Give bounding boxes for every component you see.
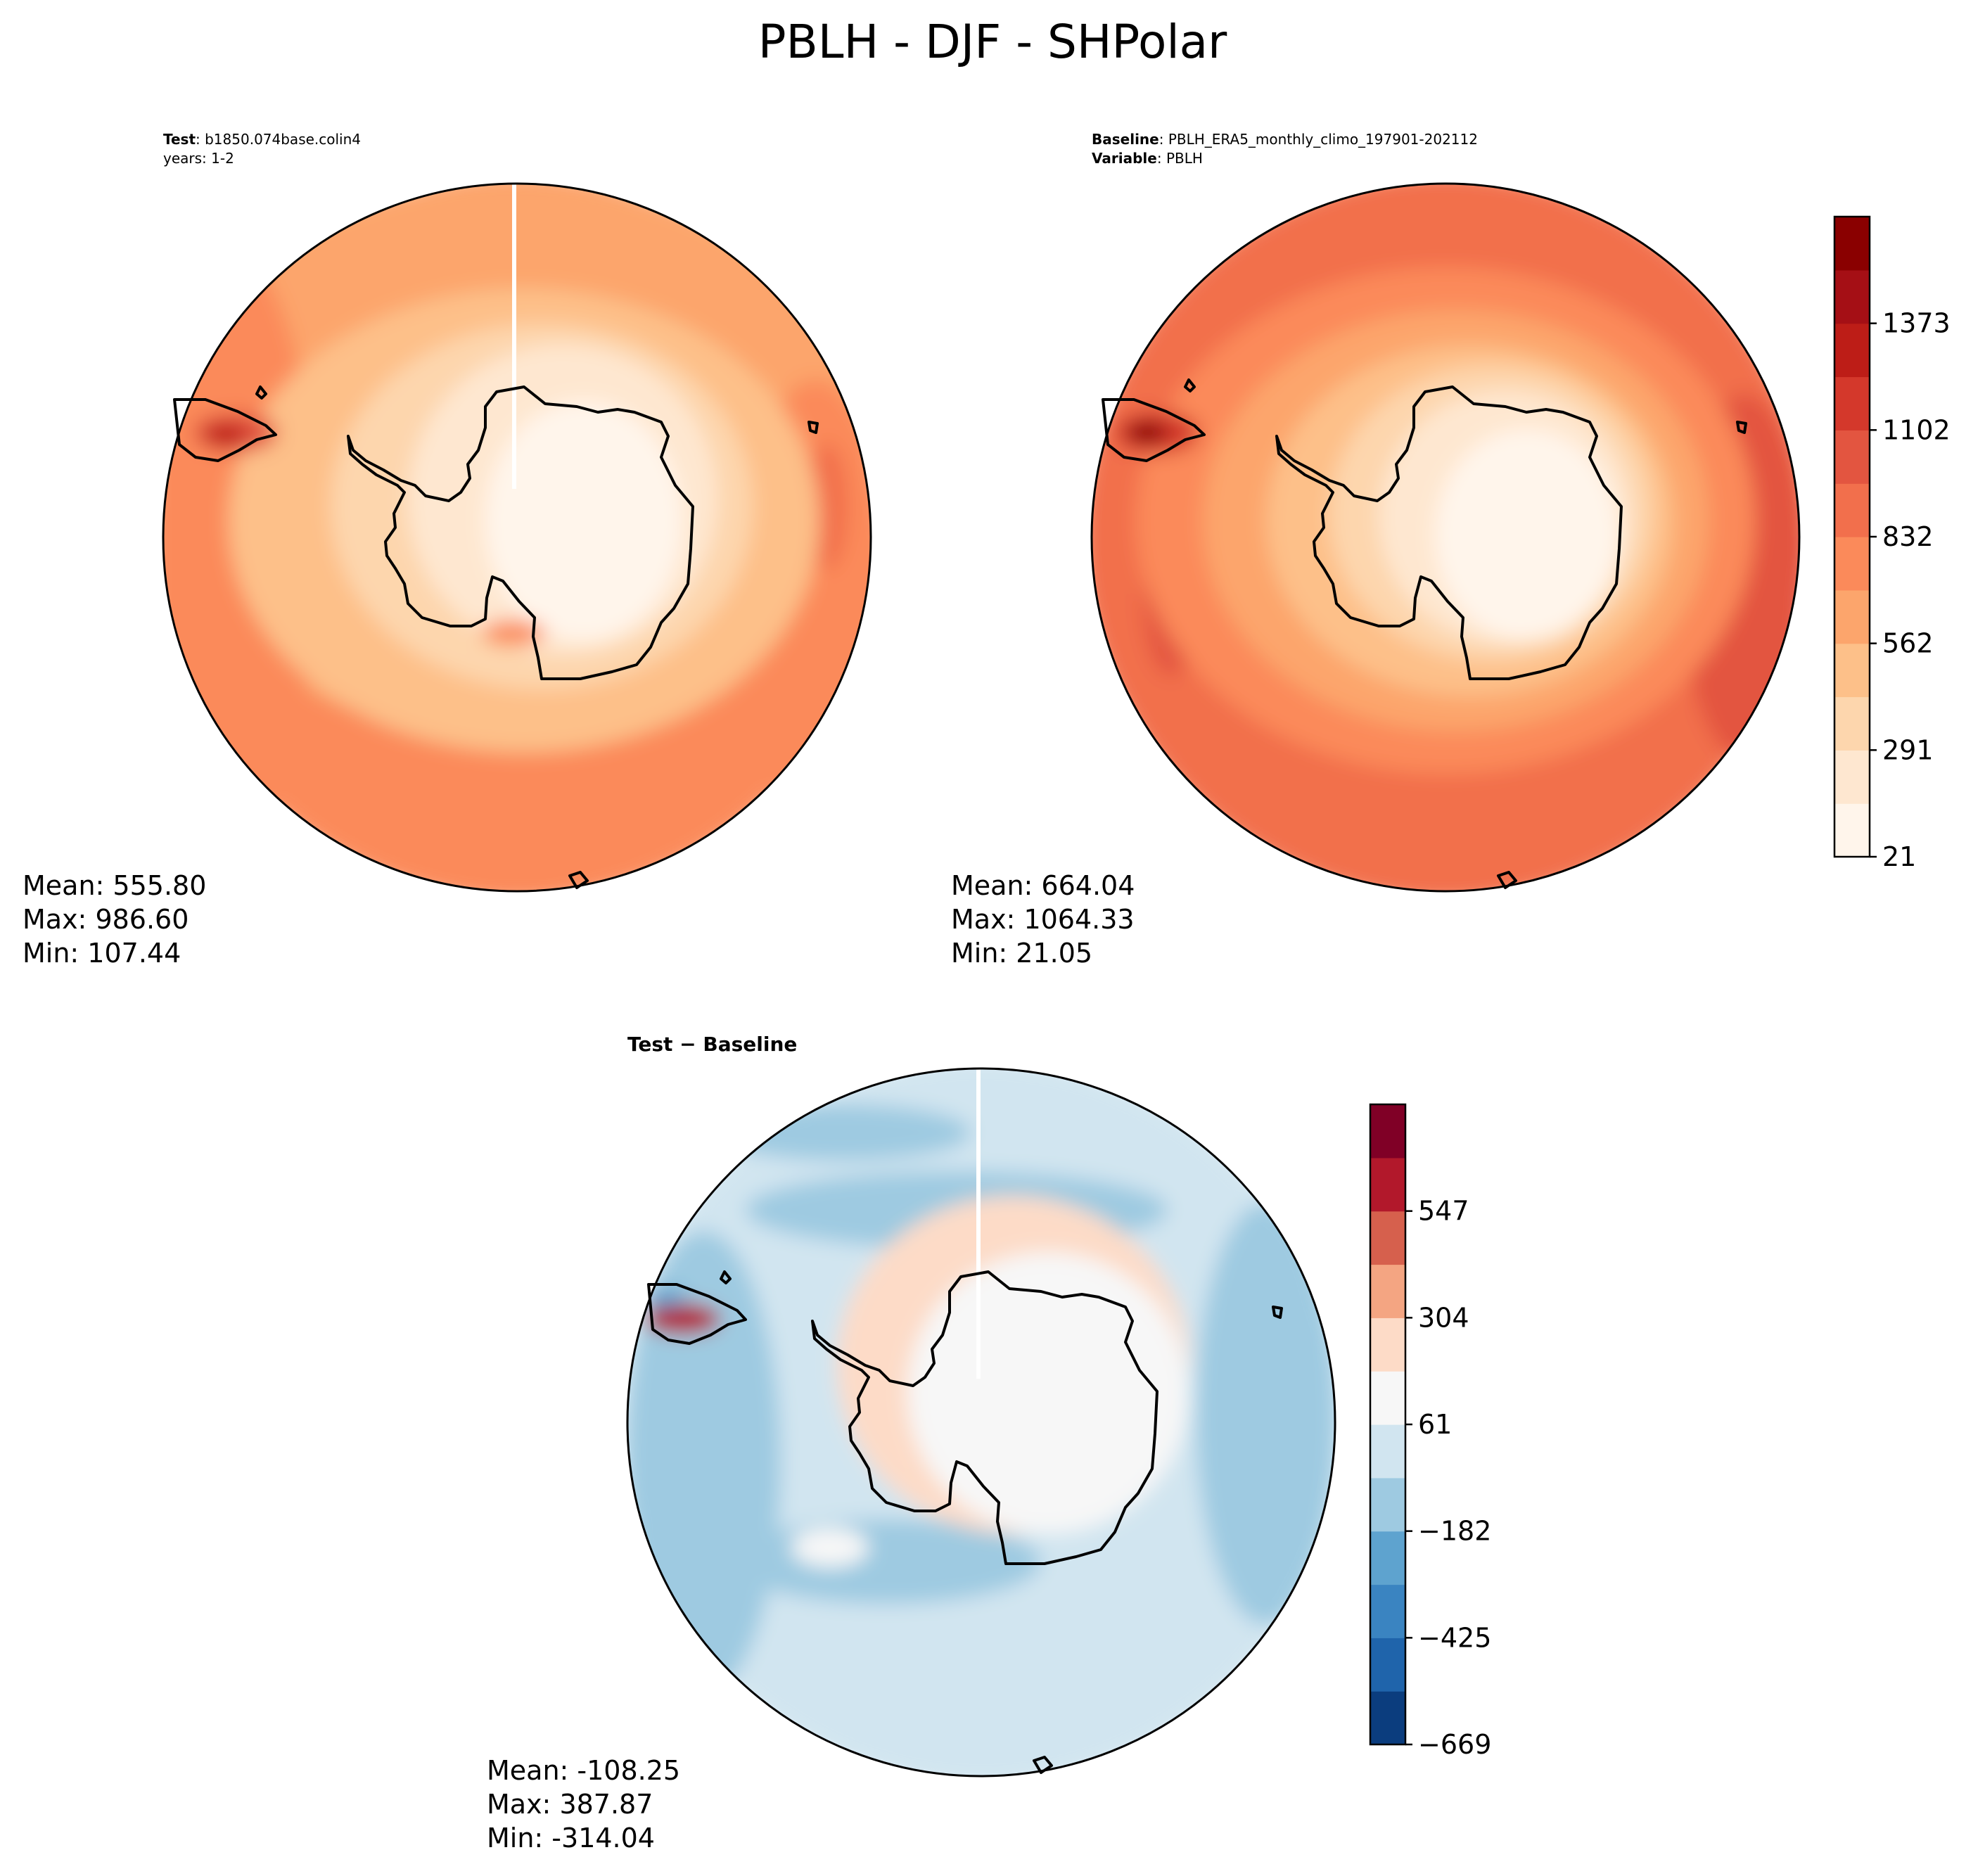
baseline-mean: Mean: 664.04 — [951, 870, 1135, 901]
cbar-main-segment — [1834, 696, 1870, 751]
baseline-label-text: : PBLH_ERA5_monthly_climo_197901-202112 — [1159, 131, 1478, 148]
cbar-diff-segment — [1370, 1691, 1405, 1745]
baseline-map — [1092, 184, 1799, 891]
baseline-variable: Variable: PBLH — [1092, 150, 1203, 167]
cbar-diff-tick-label: −182 — [1418, 1516, 1491, 1547]
test-label: Test: b1850.074base.colin4 — [163, 131, 361, 148]
baseline-variable-bold: Variable — [1092, 150, 1157, 167]
diff-min: Min: -314.04 — [487, 1823, 655, 1853]
test-label-bold: Test — [163, 131, 196, 148]
cbar-diff-tick-label: 547 — [1418, 1196, 1469, 1227]
diff-data-gap — [976, 1068, 981, 1379]
cbar-diff-segment — [1370, 1531, 1405, 1585]
cbar-diff-segment — [1370, 1317, 1405, 1372]
baseline-coastline — [1102, 378, 1747, 889]
baseline-min: Min: 21.05 — [951, 938, 1092, 969]
test-min: Min: 107.44 — [23, 938, 181, 969]
diff-max: Max: 387.87 — [487, 1789, 653, 1820]
test-mean: Mean: 555.80 — [23, 870, 206, 901]
cbar-main-tick-label: 832 — [1882, 521, 1934, 552]
diff-label: Test − Baseline — [627, 1033, 797, 1056]
baseline-map-outline — [1090, 182, 1801, 893]
cbar-main-tick-label: 1373 — [1882, 308, 1951, 339]
diff-mean: Mean: -108.25 — [487, 1755, 680, 1786]
diff-map-outline — [626, 1067, 1336, 1778]
cbar-main-segment — [1834, 269, 1870, 324]
baseline-max: Max: 1064.33 — [951, 904, 1135, 935]
cbar-diff-segment — [1370, 1104, 1405, 1159]
test-coastline — [173, 385, 819, 889]
cbar-diff-segment — [1370, 1264, 1405, 1318]
cbar-diff-segment — [1370, 1638, 1405, 1692]
colorbar-main: 1373 1102 832 562 291 21 — [1833, 215, 1951, 872]
test-years: years: 1-2 — [163, 150, 234, 167]
test-data-gap — [512, 184, 516, 489]
cbar-diff-tick-label: 61 — [1418, 1409, 1452, 1440]
cbar-diff-segment — [1370, 1371, 1405, 1425]
test-label-text: : b1850.074base.colin4 — [196, 131, 361, 148]
cbar-diff-segment — [1370, 1584, 1405, 1638]
cbar-diff-segment — [1370, 1477, 1405, 1532]
cbar-main-segment — [1834, 483, 1870, 537]
cbar-diff-tick-label: −425 — [1418, 1622, 1491, 1653]
diff-coastline — [647, 1270, 1283, 1774]
cbar-main-tick-label: 1102 — [1882, 414, 1951, 445]
cbar-diff-segment — [1370, 1211, 1405, 1265]
cbar-main-segment — [1834, 376, 1870, 430]
diff-field — [627, 1068, 1335, 1776]
diff-map — [627, 1068, 1335, 1776]
baseline-field — [1092, 184, 1799, 891]
cbar-diff-segment — [1370, 1424, 1405, 1479]
cbar-main-segment — [1834, 537, 1870, 591]
cbar-diff-tick-label: −669 — [1418, 1729, 1491, 1760]
cbar-main-segment — [1834, 323, 1870, 378]
cbar-main-segment — [1834, 803, 1870, 857]
cbar-main-segment — [1834, 217, 1870, 271]
figure-title: PBLH - DJF - SHPolar — [758, 15, 1227, 69]
test-map-outline — [162, 182, 872, 893]
cbar-main-segment — [1834, 643, 1870, 698]
baseline-label: Baseline: PBLH_ERA5_monthly_climo_197901… — [1092, 131, 1478, 148]
cbar-main-tick-label: 21 — [1882, 841, 1916, 872]
test-max: Max: 986.60 — [23, 904, 189, 935]
baseline-variable-text: : PBLH — [1157, 150, 1203, 167]
cbar-diff-tick-label: 304 — [1418, 1302, 1469, 1333]
colorbar-diff: 547 304 61 −182 −425 −669 — [1369, 1103, 1491, 1760]
cbar-main-segment — [1834, 750, 1870, 804]
cbar-main-tick-label: 291 — [1882, 734, 1934, 765]
test-map — [163, 184, 871, 891]
cbar-main-segment — [1834, 430, 1870, 484]
cbar-main-segment — [1834, 589, 1870, 644]
baseline-label-bold: Baseline — [1092, 131, 1159, 148]
cbar-diff-segment — [1370, 1157, 1405, 1212]
cbar-main-tick-label: 562 — [1882, 628, 1934, 659]
test-field — [163, 184, 871, 891]
